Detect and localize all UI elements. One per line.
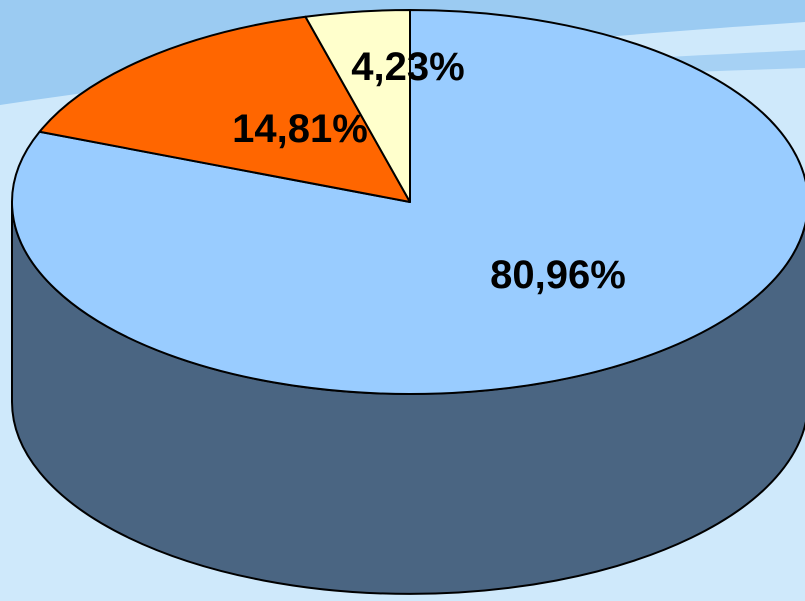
slice-label-1: 80,96% (490, 253, 626, 297)
slice-label-3: 4,23% (351, 45, 464, 89)
pie-slices (10, 9, 805, 395)
pie-slice-3 (304, 9, 411, 203)
pie-labels: 80,96% 14,81% 4,23% (232, 45, 626, 297)
slice-label-2: 14,81% (232, 107, 368, 151)
pie-slice-2 (38, 15, 411, 203)
